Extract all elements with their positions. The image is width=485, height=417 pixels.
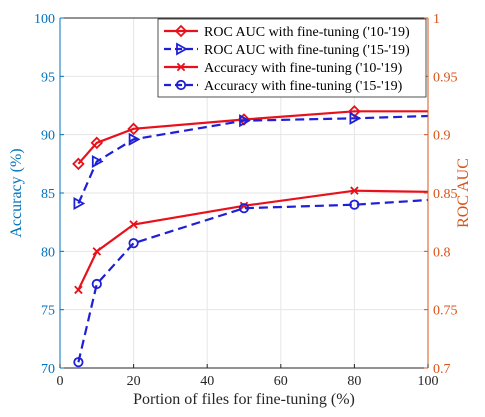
data-point [73, 196, 86, 211]
legend-entry: ROC AUC with fine-tuning ('15-'19) [204, 43, 410, 58]
data-point [129, 220, 138, 229]
legend-box [157, 18, 427, 98]
tick-labels: 0 20 40 60 80 1007075808590951000.70.750.80.8… [34, 12, 458, 389]
data-point [72, 157, 85, 171]
y-left-tick-label: 75 [41, 304, 55, 319]
data-point [239, 114, 251, 128]
series-line [77, 110, 428, 165]
y-left-tick-label: 85 [41, 187, 55, 202]
y-axis-right-label: ROC AUC [455, 158, 472, 228]
series-line [77, 189, 429, 291]
y-right-tick-label: 0.95 [433, 70, 458, 85]
legend-marker [174, 24, 188, 38]
data-point [127, 122, 140, 136]
data-point [128, 132, 141, 146]
data-point [350, 186, 359, 195]
legend-entry: ROC AUC with fine-tuning ('10-'19) [204, 25, 410, 40]
x-tick-label: 80 [347, 374, 361, 389]
data-point [74, 285, 83, 295]
data-point [92, 247, 102, 256]
y-right-tick-label: 0.7 [433, 362, 451, 377]
x-tick-label: 100 [418, 374, 439, 389]
legend-entry: Accuracy with fine-tuning ('10-'19) [204, 61, 403, 76]
y-left-tick-label: 100 [34, 12, 55, 27]
series-layer [72, 105, 429, 368]
y-right-tick-label: 0.8 [433, 245, 451, 260]
x-axis-label: Portion of files for fine-tuning (%) [133, 391, 355, 408]
series-1 [73, 111, 429, 211]
legend-marker [176, 62, 186, 72]
series-line [77, 114, 429, 204]
x-tick-label: 60 [274, 374, 288, 389]
legend-marker [175, 79, 187, 91]
data-point [349, 199, 360, 210]
y-right-tick-label: 0.9 [433, 129, 451, 144]
legend-symbols [164, 24, 198, 91]
y-left-tick-label: 70 [41, 362, 55, 377]
y-left-tick-label: 80 [41, 245, 55, 260]
data-point [91, 278, 102, 290]
y-right-tick-label: 1 [433, 12, 440, 27]
data-point [349, 111, 362, 125]
data-point [128, 238, 139, 249]
legend-marker [176, 42, 188, 56]
legend: ROC AUC with fine-tuning ('10-'19) ROC A… [157, 18, 427, 98]
x-tick-label: 0 [57, 374, 64, 389]
data-point [73, 357, 84, 368]
y-right-tick-label: 0.85 [433, 187, 458, 202]
y-left-tick-label: 90 [41, 129, 55, 144]
y-right-tick-label: 0.75 [433, 304, 458, 319]
series-3 [73, 198, 429, 368]
x-tick-label: 40 [200, 374, 214, 389]
x-tick-label: 20 [127, 374, 141, 389]
series-2 [74, 186, 429, 295]
data-point [238, 203, 250, 214]
data-point [91, 154, 104, 169]
axes [59, 17, 429, 369]
data-point [90, 136, 104, 150]
legend-entry: Accuracy with fine-tuning ('15-'19) [204, 79, 403, 94]
y-axis-left-label: Accuracy (%) [8, 148, 25, 237]
y-left-tick-label: 95 [41, 70, 55, 85]
